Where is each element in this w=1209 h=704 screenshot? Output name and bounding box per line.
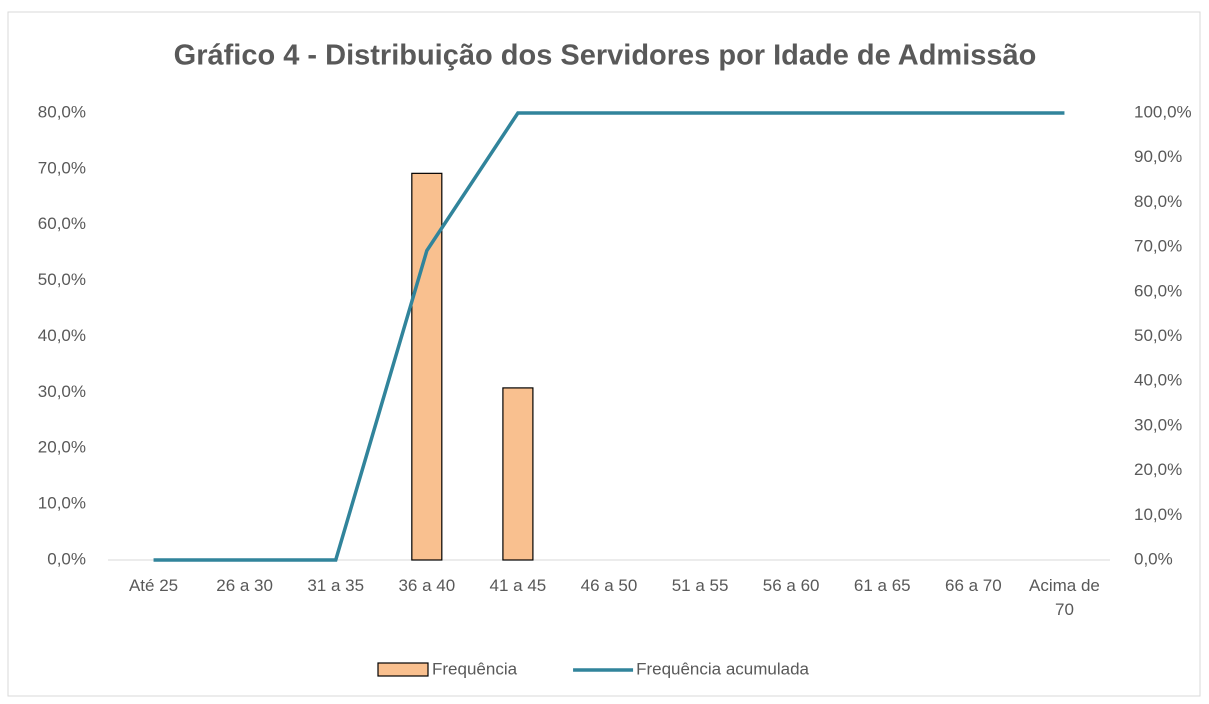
y2-tick-label: 10,0% xyxy=(1134,505,1182,524)
y2-tick-label: 70,0% xyxy=(1134,237,1182,256)
legend-label: Frequência xyxy=(432,659,518,678)
y-tick-label: 0,0% xyxy=(47,549,86,568)
y-tick-label: 40,0% xyxy=(38,326,86,345)
x-tick-label: 61 a 65 xyxy=(853,576,911,595)
x-tick-label: 56 a 60 xyxy=(762,576,820,595)
y-tick-label: 80,0% xyxy=(38,102,86,121)
y-tick-label: 20,0% xyxy=(38,438,86,457)
x-tick-label: 36 a 40 xyxy=(398,576,456,595)
x-tick-label: 51 a 55 xyxy=(671,576,729,595)
y-tick-label: 10,0% xyxy=(38,494,86,513)
x-tick-label: 46 a 50 xyxy=(580,576,638,595)
y-tick-label: 60,0% xyxy=(38,214,86,233)
bar xyxy=(411,172,443,561)
y-tick-label: 70,0% xyxy=(38,158,86,177)
y2-tick-label: 100,0% xyxy=(1134,102,1192,121)
y2-tick-label: 0,0% xyxy=(1134,549,1173,568)
y2-tick-label: 40,0% xyxy=(1134,371,1182,390)
bar xyxy=(502,387,534,561)
x-tick-label: 41 a 45 xyxy=(489,576,547,595)
x-tick-label: 66 a 70 xyxy=(944,576,1002,595)
x-tick-label: 26 a 30 xyxy=(216,576,273,595)
x-tick-label: Até 25 xyxy=(128,576,179,595)
y2-tick-label: 50,0% xyxy=(1134,326,1182,345)
x-tick-label: Acima de 70 xyxy=(1029,576,1100,619)
chart-title: Gráfico 4 - Distribuição dos Servidores … xyxy=(174,40,1037,72)
x-tick-label: 31 a 35 xyxy=(307,576,365,595)
y2-tick-label: 80,0% xyxy=(1134,192,1182,211)
legend-swatch xyxy=(377,662,429,677)
y2-tick-label: 20,0% xyxy=(1134,460,1182,479)
y2-tick-label: 30,0% xyxy=(1134,415,1182,434)
y-tick-label: 30,0% xyxy=(38,382,86,401)
legend-label: Frequência acumulada xyxy=(636,659,809,678)
y2-tick-label: 60,0% xyxy=(1134,281,1182,300)
y-tick-label: 50,0% xyxy=(38,270,86,289)
chart-border xyxy=(7,11,1201,697)
line xyxy=(153,111,1065,562)
y2-tick-label: 90,0% xyxy=(1134,147,1182,166)
